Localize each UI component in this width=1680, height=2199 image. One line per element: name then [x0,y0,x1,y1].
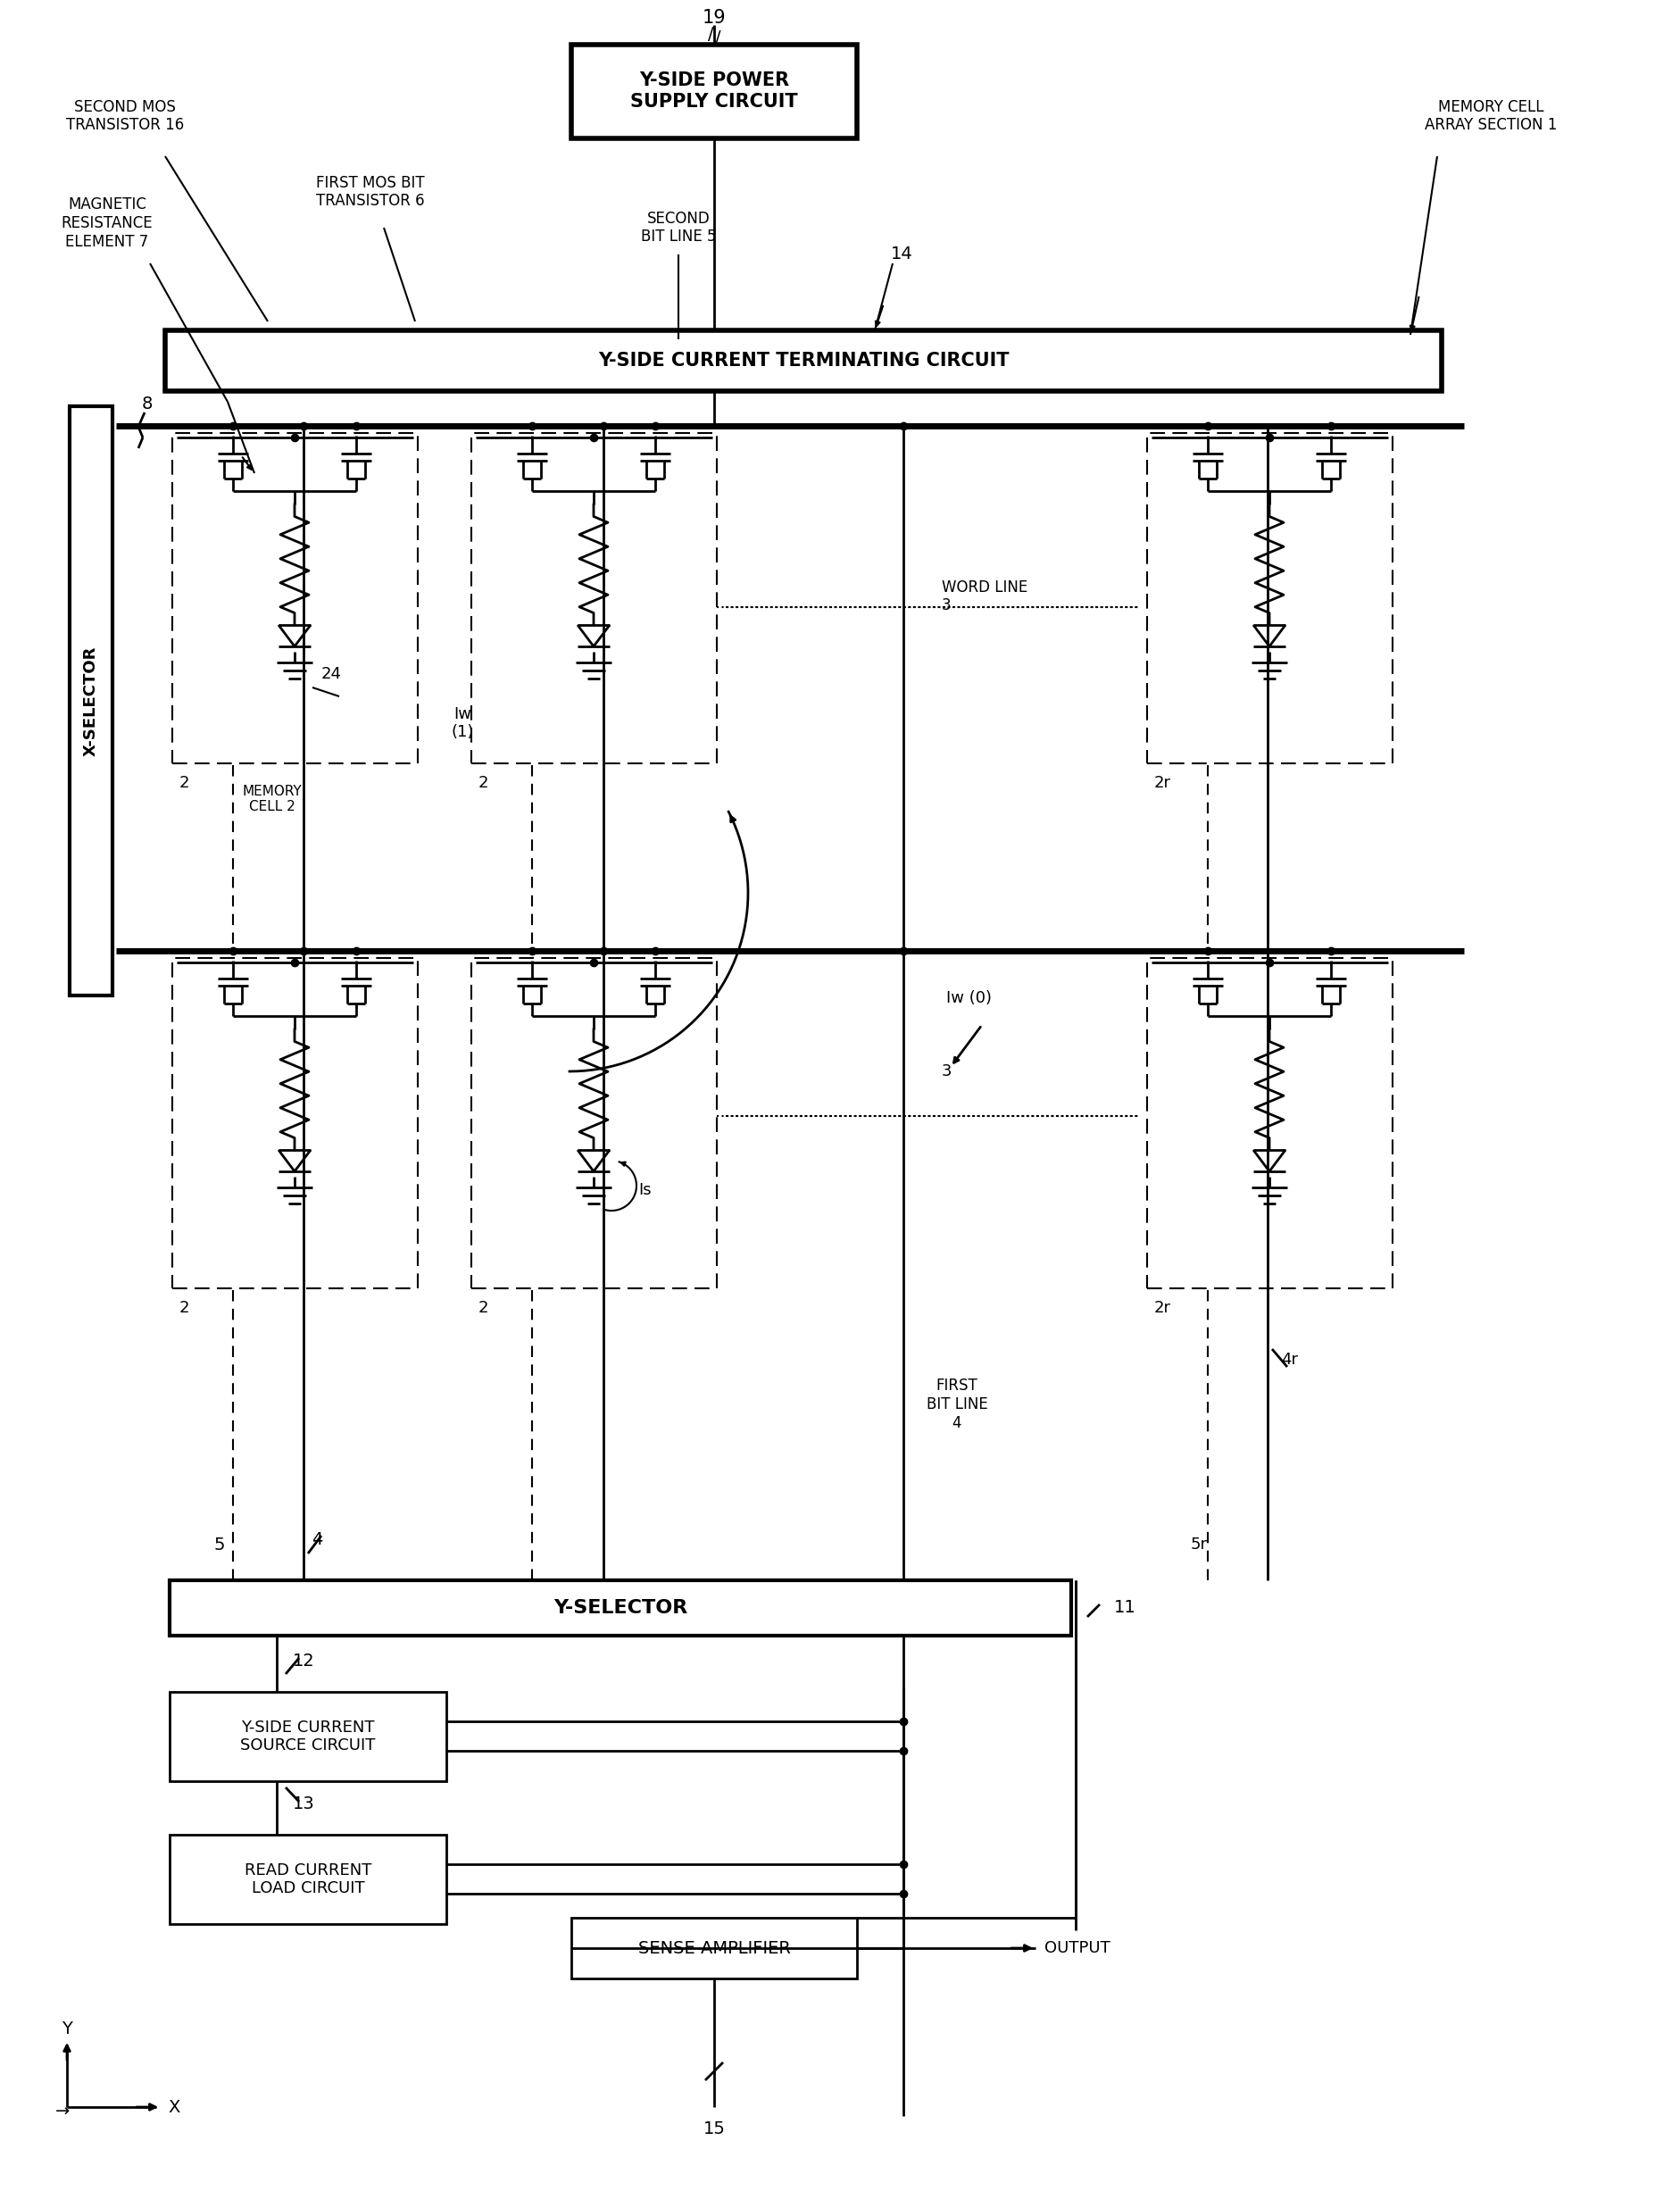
Text: MEMORY
CELL 2: MEMORY CELL 2 [242,785,302,814]
Bar [1147,959,1393,1289]
Text: Y-SIDE CURRENT TERMINATING CIRCUIT: Y-SIDE CURRENT TERMINATING CIRCUIT [598,352,1010,369]
Text: /: / [714,31,721,46]
Bar [173,959,418,1289]
Text: 24: 24 [321,666,343,682]
Text: 11: 11 [1114,1599,1136,1616]
Text: Y: Y [62,2021,72,2036]
Bar [165,330,1441,391]
Text: 2: 2 [479,774,489,792]
Bar [173,433,418,763]
Text: READ CURRENT
LOAD CIRCUIT: READ CURRENT LOAD CIRCUIT [244,1863,371,1898]
Text: 5r: 5r [1191,1537,1208,1552]
Text: Y-SIDE POWER
SUPPLY CIRCUIT: Y-SIDE POWER SUPPLY CIRCUIT [630,73,798,110]
Bar [170,1834,447,1924]
Text: 4: 4 [311,1533,323,1548]
Text: 12: 12 [292,1651,314,1669]
Text: Is: Is [638,1183,652,1198]
Text: FIRST MOS BIT
TRANSISTOR 6: FIRST MOS BIT TRANSISTOR 6 [316,174,425,209]
Bar [571,44,857,139]
Text: 14: 14 [890,246,912,264]
Text: 5: 5 [213,1537,225,1552]
Text: 15: 15 [702,2120,726,2137]
Bar [571,1918,857,1979]
Text: X-SELECTOR: X-SELECTOR [82,647,99,756]
Text: 2: 2 [180,774,190,792]
Bar [472,959,717,1289]
Text: 2r: 2r [1154,1300,1171,1315]
Text: 8: 8 [141,396,153,413]
Text: SECOND
BIT LINE 5: SECOND BIT LINE 5 [640,211,716,244]
Text: Iw
(1): Iw (1) [450,706,474,741]
Text: 3: 3 [942,1064,953,1080]
Text: SENSE AMPLIFIER: SENSE AMPLIFIER [638,1940,790,1957]
Text: Iw (0): Iw (0) [946,990,991,1007]
Text: Y-SIDE CURRENT
SOURCE CIRCUIT: Y-SIDE CURRENT SOURCE CIRCUIT [240,1720,376,1755]
Bar [472,433,717,763]
Text: 2: 2 [180,1300,190,1315]
Text: Y-SELECTOR: Y-SELECTOR [553,1599,687,1616]
Text: 13: 13 [292,1794,314,1812]
Text: 19: 19 [702,9,726,26]
Text: 4r: 4r [1280,1352,1299,1368]
Text: /: / [707,26,714,44]
Text: X: X [168,2098,180,2115]
Text: MAGNETIC
RESISTANCE
ELEMENT 7: MAGNETIC RESISTANCE ELEMENT 7 [60,196,153,251]
Bar [170,1691,447,1781]
Text: SECOND MOS
TRANSISTOR 16: SECOND MOS TRANSISTOR 16 [66,99,185,134]
Bar [170,1581,1072,1636]
Text: →: → [55,2102,71,2120]
Bar [69,407,113,996]
Text: FIRST
BIT LINE
4: FIRST BIT LINE 4 [926,1379,988,1432]
Text: OUTPUT: OUTPUT [1045,1940,1110,1957]
Text: 2: 2 [479,1300,489,1315]
Text: 2r: 2r [1154,774,1171,792]
Text: WORD LINE
3: WORD LINE 3 [942,578,1028,614]
Bar [1147,433,1393,763]
Text: MEMORY CELL
ARRAY SECTION 1: MEMORY CELL ARRAY SECTION 1 [1425,99,1557,134]
